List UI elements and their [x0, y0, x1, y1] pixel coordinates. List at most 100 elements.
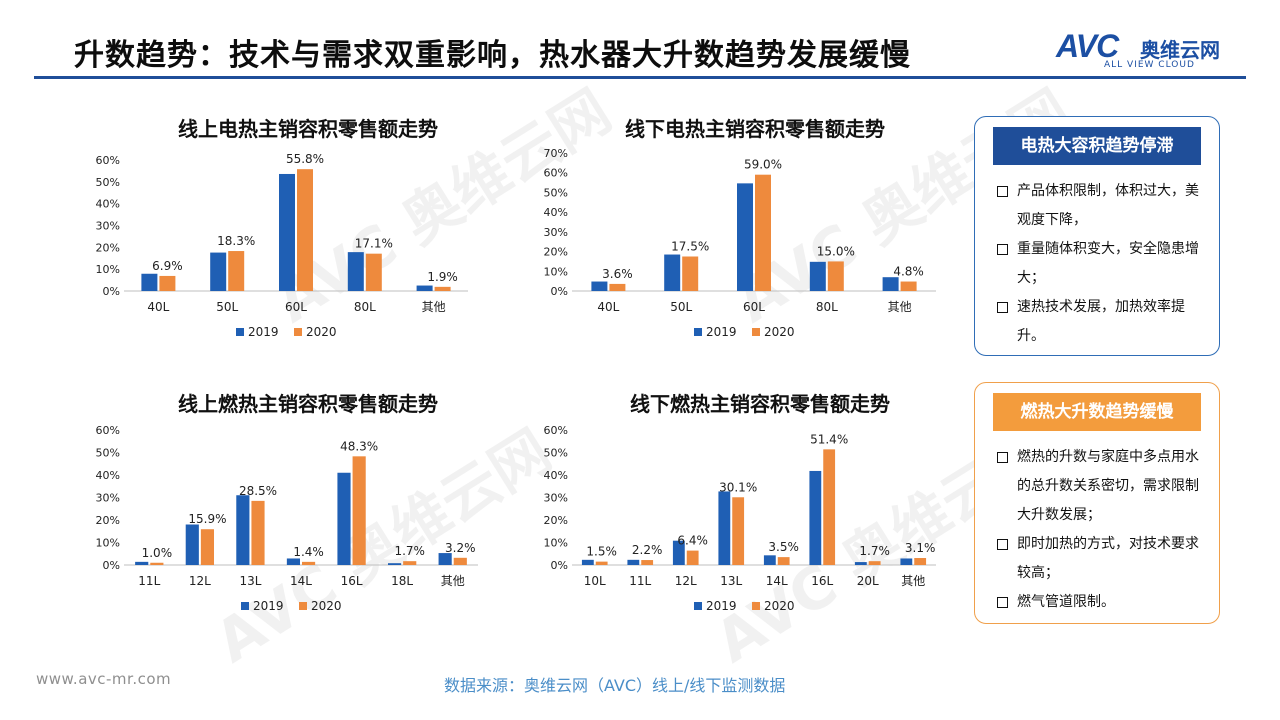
data-label: 6.4% — [677, 534, 708, 548]
bar-2020 — [823, 449, 836, 565]
bar-2019 — [627, 559, 640, 565]
chart-title: 线下燃热主销容积零售额走势 — [630, 392, 890, 416]
bar-2020 — [827, 261, 844, 291]
y-tick-label: 10% — [96, 537, 120, 550]
x-tick-label: 60L — [743, 300, 765, 314]
data-label: 1.5% — [586, 545, 617, 559]
y-tick-label: 20% — [96, 241, 120, 254]
chart-online-gas-svg: 线上燃热主销容积零售额走势 0% 10% 20% 30% 40% 50% 60% 1.0% 11L… — [96, 392, 478, 613]
footer-website: www.avc-mr.com — [36, 670, 172, 688]
x-tick-label: 18L — [391, 574, 413, 588]
chart-title: 线上燃热主销容积零售额走势 — [178, 392, 438, 416]
x-tick-label: 12L — [189, 574, 211, 588]
electric-panel-list: 产品体积限制，体积过大，美观度下降， 重量随体积变大，安全隐患增大； 速热技术发… — [997, 177, 1203, 351]
y-tick-label: 60% — [96, 424, 120, 437]
data-label: 48.3% — [340, 439, 378, 453]
y-tick-label: 0% — [551, 285, 568, 298]
bar-2019 — [809, 470, 822, 565]
x-tick-label: 50L — [670, 300, 692, 314]
data-label: 59.0% — [744, 158, 782, 172]
chart-offline-gas-svg: 线下燃热主销容积零售额走势 0% 10% 20% 30% 40% 50% 60% 1.5% 10L… — [544, 392, 936, 613]
bar-2020 — [302, 561, 316, 565]
x-tick-label: 50L — [216, 300, 238, 314]
x-tick-label: 16L — [811, 574, 833, 588]
y-tick-label: 20% — [544, 514, 568, 527]
x-tick-label: 13L — [239, 574, 261, 588]
y-tick-label: 60% — [96, 154, 120, 167]
legend-label: 2019 — [248, 325, 279, 339]
bar-2019 — [438, 553, 452, 565]
y-tick-label: 30% — [96, 220, 120, 233]
y-tick-label: 60% — [544, 167, 568, 180]
bar-2020 — [755, 174, 771, 291]
bar-2019 — [337, 472, 351, 565]
checkbox-icon — [997, 244, 1008, 255]
legend-swatch — [694, 602, 702, 610]
bar-2019 — [286, 558, 300, 565]
x-tick-label: 20L — [857, 574, 879, 588]
y-tick-label: 70% — [544, 147, 568, 160]
x-tick-label: 14L — [290, 574, 312, 588]
data-label: 1.4% — [293, 545, 324, 559]
data-label: 18.3% — [217, 234, 255, 248]
y-tick-label: 10% — [544, 537, 568, 550]
list-item: 燃热的升数与家庭中多点用水的总升数关系密切，需求限制大升数发展； — [997, 443, 1203, 530]
list-item: 产品体积限制，体积过大，美观度下降， — [997, 177, 1203, 235]
x-tick-label: 80L — [816, 300, 838, 314]
y-tick-label: 30% — [544, 492, 568, 505]
bar-2019 — [236, 495, 250, 565]
legend-label: 2019 — [706, 325, 737, 339]
chart-title: 线上电热主销容积零售额走势 — [178, 117, 438, 141]
y-tick-label: 0% — [103, 285, 120, 298]
data-label: 3.1% — [905, 541, 936, 555]
logo-chinese-name: 奥维云网 — [1140, 38, 1220, 62]
electric-panel-heading: 电热大容积趋势停滞 — [993, 127, 1201, 165]
y-tick-label: 30% — [96, 492, 120, 505]
checkbox-icon — [997, 186, 1008, 197]
data-label: 6.9% — [152, 259, 183, 273]
list-item: 速热技术发展，加热效率提升。 — [997, 293, 1203, 351]
bar-2019 — [591, 281, 608, 291]
list-item: 即时加热的方式，对技术要求较高； — [997, 530, 1203, 588]
legend-swatch — [294, 328, 302, 336]
y-tick-label: 50% — [96, 176, 120, 189]
x-tick-label: 其他 — [441, 574, 465, 588]
checkbox-icon — [997, 539, 1008, 550]
logo-english-name: ALL VIEW CLOUD — [1104, 60, 1195, 70]
checkbox-icon — [997, 302, 1008, 313]
data-label: 3.6% — [602, 267, 633, 281]
list-item: 重量随体积变大，安全隐患增大； — [997, 235, 1203, 293]
legend-label: 2019 — [706, 599, 737, 613]
data-label: 15.0% — [817, 244, 855, 258]
checkbox-icon — [997, 452, 1008, 463]
bar-2019 — [672, 540, 685, 565]
list-item-text: 即时加热的方式，对技术要求较高； — [1017, 536, 1199, 581]
bar-2019 — [135, 561, 149, 565]
bar-2019 — [347, 252, 364, 291]
y-tick-label: 20% — [544, 246, 568, 259]
bar-2020 — [453, 557, 467, 565]
bar-2019 — [882, 277, 899, 291]
bar-2019 — [387, 563, 402, 565]
y-tick-label: 20% — [96, 514, 120, 527]
x-tick-label: 14L — [766, 574, 788, 588]
list-item-text: 速热技术发展，加热效率提升。 — [1017, 299, 1185, 344]
bar-2019 — [718, 491, 731, 565]
data-label: 55.8% — [286, 152, 324, 166]
data-label: 3.5% — [768, 540, 799, 554]
bar-2020 — [403, 561, 417, 565]
chart-online-electric-svg: 线上电热主销容积零售额走势 0% 10% 20% 30% 40% 50% 60% 6.9% 40L… — [96, 117, 468, 339]
data-label: 15.9% — [188, 512, 226, 526]
legend-swatch — [752, 328, 760, 336]
y-tick-label: 40% — [96, 469, 120, 482]
x-tick-label: 80L — [354, 300, 376, 314]
bar-2020 — [159, 275, 176, 291]
logo-mark: AVC — [1056, 28, 1119, 64]
chart-title: 线下电热主销容积零售额走势 — [625, 117, 885, 141]
gas-panel-list: 燃热的升数与家庭中多点用水的总升数关系密切，需求限制大升数发展； 即时加热的方式… — [997, 443, 1203, 617]
bar-2019 — [664, 254, 681, 291]
legend-label: 2020 — [311, 599, 342, 613]
electric-insight-panel: 电热大容积趋势停滞 产品体积限制，体积过大，美观度下降， 重量随体积变大，安全隐… — [974, 116, 1220, 356]
y-tick-label: 0% — [551, 559, 568, 572]
bar-2020 — [251, 500, 265, 565]
